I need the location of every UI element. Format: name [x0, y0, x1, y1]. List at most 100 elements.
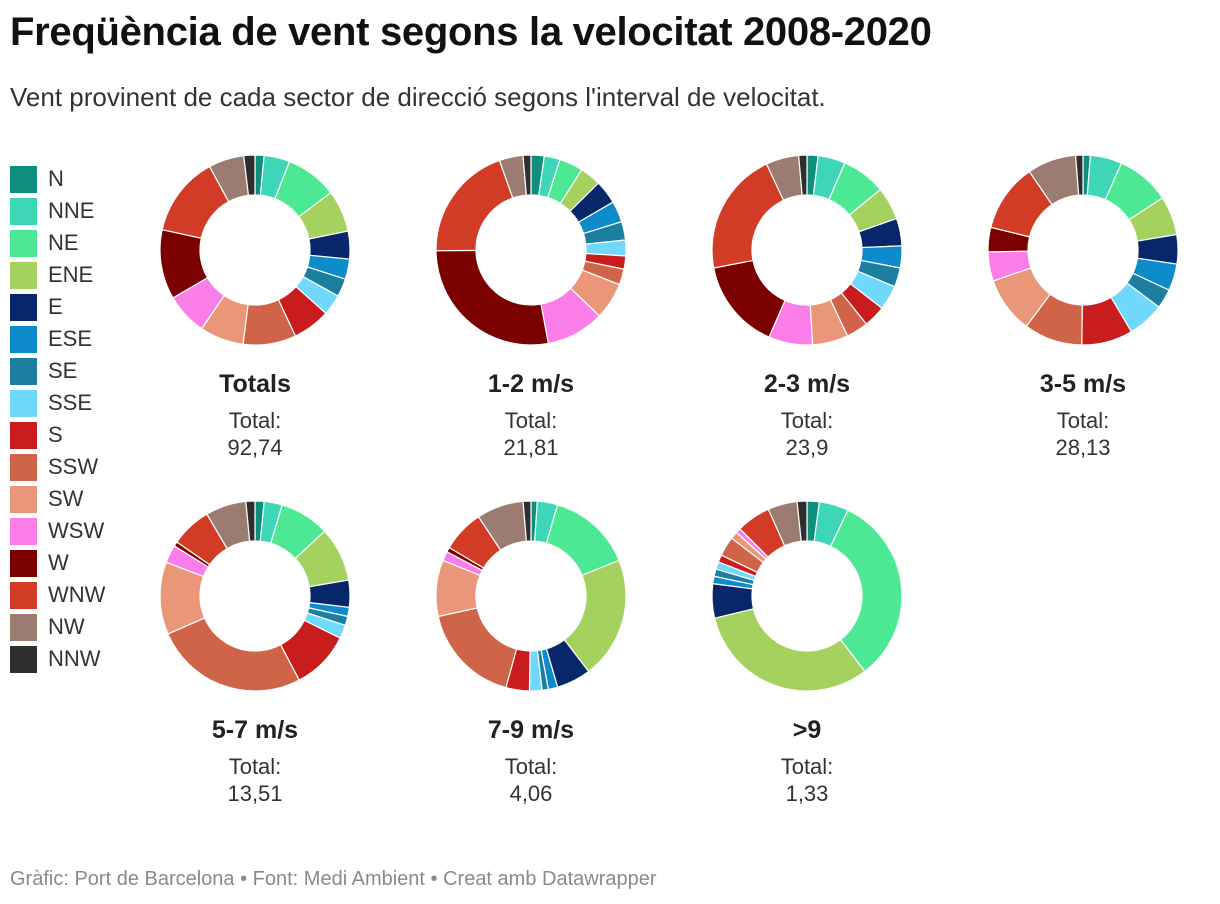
legend-swatch	[10, 645, 37, 673]
legend-swatch	[10, 581, 37, 609]
legend-swatch	[10, 197, 37, 225]
legend-item: NNE	[10, 195, 105, 227]
donut-total-value: 1,33	[785, 781, 829, 806]
donut-total-value: 4,06	[509, 781, 553, 806]
donut-slice-nnw[interactable]	[243, 154, 256, 197]
donut-slice-nnw[interactable]	[522, 154, 532, 196]
donut-label: 1-2 m/s	[487, 370, 575, 398]
donut-slice-w[interactable]	[435, 249, 550, 346]
legend-label: NE	[48, 230, 79, 255]
legend-swatch	[10, 421, 37, 449]
donut-slice-ssw[interactable]	[167, 617, 300, 692]
donut-total-value: 23,9	[785, 435, 829, 460]
legend-label: E	[48, 294, 63, 319]
legend-swatch	[10, 325, 37, 353]
legend-item: S	[10, 419, 105, 451]
legend-label: N	[48, 166, 64, 191]
donut-total-label: Total:	[780, 408, 834, 433]
legend-swatch	[10, 517, 37, 545]
legend-swatch	[10, 549, 37, 577]
legend-swatch	[10, 293, 37, 321]
footer-credits: Gràfic: Port de Barcelona • Font: Medi A…	[10, 868, 657, 890]
legend-label: SW	[48, 486, 84, 511]
legend-label: WNW	[48, 582, 106, 607]
chart-subtitle: Vent provinent de cada sector de direcci…	[10, 82, 826, 112]
donut-svg	[435, 500, 627, 692]
donut-total-label: Total:	[504, 754, 558, 779]
donut-total-label: Total:	[780, 754, 834, 779]
donut-label: 7-9 m/s	[487, 716, 575, 744]
legend-swatch	[10, 453, 37, 481]
legend-swatch	[10, 613, 37, 641]
legend-label: S	[48, 422, 63, 447]
legend-item: SSW	[10, 451, 105, 483]
donut-slice-wnw[interactable]	[711, 163, 785, 269]
legend-item: ENE	[10, 259, 105, 291]
legend-label: SSW	[48, 454, 99, 479]
donut-total-label: Total:	[228, 754, 282, 779]
legend-swatch	[10, 165, 37, 193]
donut-slice-nnw[interactable]	[797, 154, 808, 196]
donut-label: 3-5 m/s	[1039, 370, 1127, 398]
legend-swatch	[10, 229, 37, 257]
donut-slice-nnw[interactable]	[245, 500, 256, 542]
legend-item: W	[10, 547, 105, 579]
legend-label: SSE	[48, 390, 93, 415]
donut-total-value: 28,13	[1055, 435, 1111, 460]
donut-chart: Totals Total: 92,74	[135, 150, 375, 461]
legend-item: WNW	[10, 579, 105, 611]
donut-chart: >9 Total: 1,33	[687, 496, 927, 807]
donut-label: 5-7 m/s	[211, 716, 299, 744]
donut-chart: 2-3 m/s Total: 23,9	[687, 150, 927, 461]
legend-label: SE	[48, 358, 78, 383]
donut-total-value: 13,51	[227, 781, 283, 806]
legend-label: ENE	[48, 262, 94, 287]
donut-slice-ne[interactable]	[829, 509, 903, 673]
legend-swatch	[10, 389, 37, 417]
donut-total-label: Total:	[228, 408, 282, 433]
legend-label: W	[48, 550, 69, 575]
legend-item: E	[10, 291, 105, 323]
donut-total-value: 21,81	[503, 435, 559, 460]
donut-slice-nnw[interactable]	[522, 500, 532, 542]
donut-svg	[711, 500, 903, 692]
legend-item: ESE	[10, 323, 105, 355]
legend-item: NNW	[10, 643, 105, 675]
legend-item: SE	[10, 355, 105, 387]
donut-slice-nnw[interactable]	[1074, 154, 1084, 196]
donut-slice-w[interactable]	[713, 259, 786, 338]
donut-label: >9	[792, 716, 822, 744]
donut-svg	[987, 154, 1179, 346]
legend-swatch	[10, 357, 37, 385]
legend-label: NW	[48, 614, 85, 639]
legend-swatch	[10, 261, 37, 289]
donut-slice-wnw[interactable]	[435, 159, 514, 252]
donut-label: Totals	[219, 370, 291, 398]
donut-chart: 3-5 m/s Total: 28,13	[963, 150, 1203, 461]
donut-svg	[435, 154, 627, 346]
donut-chart: 5-7 m/s Total: 13,51	[135, 496, 375, 807]
legend-label: WSW	[48, 518, 105, 543]
legend-item: NW	[10, 611, 105, 643]
legend-label: NNE	[48, 198, 95, 223]
legend-item: N	[10, 163, 105, 195]
donut-label: 2-3 m/s	[763, 370, 851, 398]
donut-total-label: Total:	[1056, 408, 1110, 433]
donut-chart: 7-9 m/s Total: 4,06	[411, 496, 651, 807]
chart-title: Freqüència de vent segons la velocitat 2…	[10, 10, 932, 54]
legend: N NNE NE ENE E ESE SE SSE S SSW SW WSW W WNW NW NNW	[10, 163, 105, 675]
donut-total-value: 92,74	[227, 435, 283, 460]
legend-item: SSE	[10, 387, 105, 419]
legend-item: WSW	[10, 515, 105, 547]
donut-slice-nnw[interactable]	[796, 500, 808, 542]
legend-item: SW	[10, 483, 105, 515]
donut-svg	[159, 154, 351, 346]
donut-svg	[159, 500, 351, 692]
legend-label: ESE	[48, 326, 93, 351]
donut-slice-ene[interactable]	[713, 608, 866, 692]
legend-label: NNW	[48, 646, 101, 671]
donut-total-label: Total:	[504, 408, 558, 433]
donut-slice-ssw[interactable]	[437, 607, 518, 689]
legend-item: NE	[10, 227, 105, 259]
legend-swatch	[10, 485, 37, 513]
